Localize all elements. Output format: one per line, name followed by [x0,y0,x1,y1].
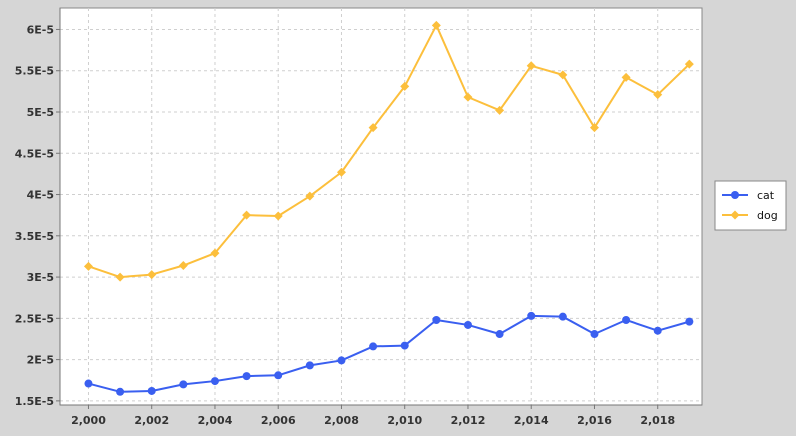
legend-marker-dog [730,210,740,220]
data-point-cat [653,326,662,335]
data-point-dog [621,72,631,82]
y-tick-label: 6E-5 [27,23,54,36]
y-tick-label: 3.5E-5 [15,230,54,243]
x-tick-label: 2,016 [577,414,612,427]
y-tick-label: 2.5E-5 [15,312,54,325]
data-point-cat [495,330,504,339]
data-point-cat [179,380,188,389]
data-point-cat [590,330,599,339]
data-point-dog [242,210,252,220]
data-point-dog [495,105,505,115]
data-point-cat [116,387,125,396]
data-point-cat [432,315,441,324]
data-point-dog [463,92,473,102]
data-point-cat [274,371,283,380]
y-tick-label: 2E-5 [27,354,54,367]
data-point-cat [84,379,93,388]
x-tick-label: 2,014 [514,414,549,427]
data-point-dog [684,59,694,69]
y-tick-label: 4E-5 [27,189,54,202]
x-tick-label: 2,012 [451,414,486,427]
data-point-dog [147,270,157,280]
data-point-cat [463,320,472,329]
data-point-cat [210,377,219,386]
y-tick-label: 3E-5 [27,271,54,284]
data-point-cat [400,341,409,350]
data-point-dog [273,211,283,221]
y-tick-label: 5.5E-5 [15,65,54,78]
data-point-dog [368,123,378,133]
data-point-cat [147,386,156,395]
x-tick-label: 2,004 [198,414,233,427]
data-point-dog [431,20,441,30]
legend [714,180,787,231]
data-point-dog [653,90,663,100]
data-point-dog [336,167,346,177]
y-tick-label: 5E-5 [27,106,54,119]
x-tick-label: 2,010 [387,414,422,427]
data-point-cat [685,317,694,326]
x-tick-label: 2,006 [261,414,296,427]
y-tick-label: 4.5E-5 [15,147,54,160]
data-point-dog [526,61,536,71]
data-point-cat [337,356,346,365]
legend-label-cat: cat [757,189,775,202]
data-point-dog [178,261,188,271]
series-line-dog [88,24,691,279]
data-point-dog [210,248,220,258]
x-tick-label: 2,000 [71,414,106,427]
data-point-cat [242,372,251,381]
x-tick-label: 2,002 [134,414,169,427]
plot-area [59,7,703,406]
y-tick-label: 1.5E-5 [15,395,54,408]
data-point-cat [527,311,536,320]
data-point-dog [589,123,599,133]
x-tick-label: 2,018 [640,414,675,427]
data-point-dog [83,261,93,271]
data-point-dog [558,70,568,80]
legend-marker-cat [731,191,739,199]
data-point-cat [369,342,378,351]
x-tick-label: 2,008 [324,414,359,427]
data-point-dog [305,191,315,201]
data-point-cat [305,361,314,370]
data-point-cat [622,315,631,324]
data-point-cat [558,312,567,321]
data-point-dog [400,81,410,91]
data-point-dog [115,272,125,282]
legend-label-dog: dog [757,209,778,222]
series-line-cat [88,314,690,393]
